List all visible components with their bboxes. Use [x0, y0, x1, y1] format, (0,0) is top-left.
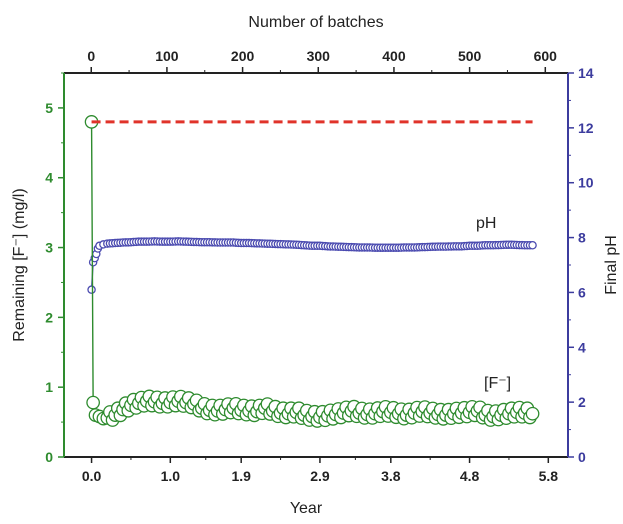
fluoride-point	[525, 406, 540, 421]
right-tick-label: 4	[578, 339, 586, 355]
right-tick-label: 14	[578, 65, 594, 81]
x-tick-label: 3.8	[381, 468, 401, 484]
x-tick-label: 2.9	[310, 468, 330, 484]
x-tick-label: 1.9	[231, 468, 251, 484]
top-tick-label: 400	[382, 48, 406, 64]
top-tick-label: 100	[155, 48, 179, 64]
right-tick-label: 0	[578, 449, 586, 465]
x-axis-label: Year	[290, 500, 323, 517]
x-tick-label: 0.0	[82, 468, 102, 484]
right-tick-label: 6	[578, 284, 586, 300]
left-tick-label: 2	[45, 309, 53, 325]
right-tick-label: 10	[578, 175, 594, 191]
top-tick-label: 200	[231, 48, 255, 64]
left-tick-label: 1	[45, 379, 53, 395]
ph-point	[528, 241, 537, 250]
fluoride-series-annotation: [F⁻]	[484, 375, 511, 392]
left-tick-label: 4	[45, 170, 53, 186]
top-tick-label: 600	[534, 48, 558, 64]
right-tick-label: 2	[578, 394, 586, 410]
ph-series-annotation: pH	[476, 215, 496, 232]
fluoride-series-line	[90, 121, 533, 420]
ph-point	[87, 285, 96, 294]
right-tick-label: 8	[578, 230, 586, 246]
data-group	[84, 115, 540, 428]
x-tick-label: 1.0	[161, 468, 181, 484]
x-tick-label: 4.8	[460, 468, 480, 484]
fluoride-point	[86, 395, 100, 410]
left-axis-label: Remaining [F⁻] (mg/l)	[11, 188, 28, 341]
left-tick-label: 3	[45, 240, 53, 256]
right-axis-label: Final pH	[603, 235, 620, 295]
left-tick-label: 0	[45, 449, 53, 465]
top-tick-label: 500	[458, 48, 482, 64]
x-tick-label: 5.8	[539, 468, 559, 484]
top-axis-label: Number of batches	[248, 14, 383, 31]
left-tick-label: 5	[45, 100, 53, 116]
right-tick-label: 12	[578, 120, 594, 136]
top-tick-label: 300	[307, 48, 331, 64]
top-tick-label: 0	[87, 48, 95, 64]
axes-group: 0.0 1.0 1.9 2.9 3.8 4.8 5.80 100 200 300 400 500 600…	[45, 48, 594, 484]
